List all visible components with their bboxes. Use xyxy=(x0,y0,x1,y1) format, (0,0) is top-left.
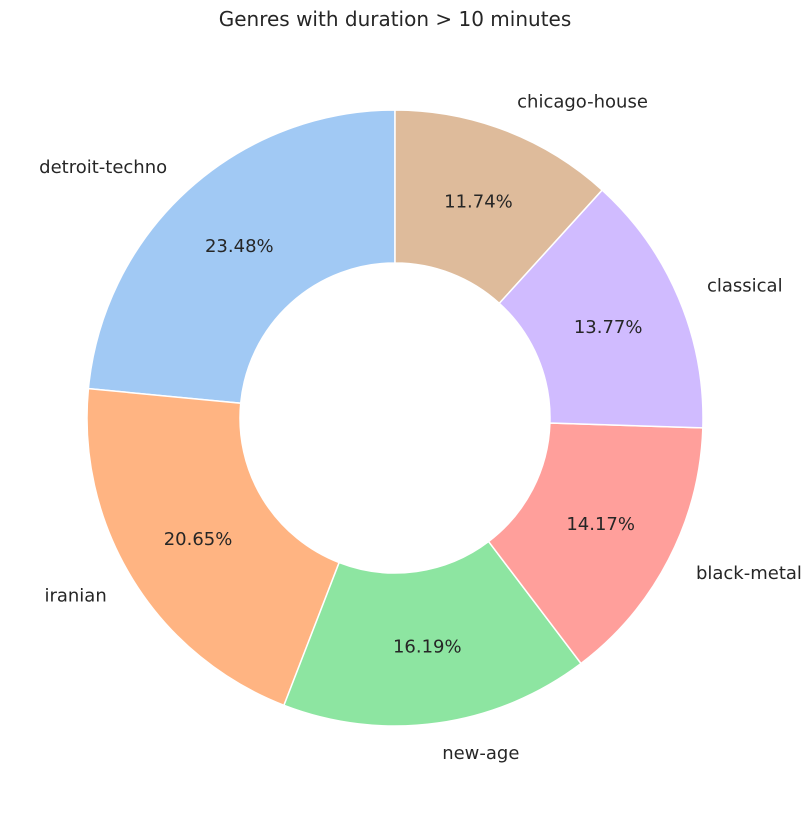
slices-group xyxy=(86,109,704,727)
category-labels-group: detroit-techno iranian new-age black-metal c… xyxy=(39,91,802,764)
category-label-iranian: iranian xyxy=(44,586,106,607)
percent-label-iranian: 20.65% xyxy=(164,529,233,550)
percent-label-new-age: 16.19% xyxy=(393,637,462,658)
category-label-chicago-house: chicago-house xyxy=(517,91,648,112)
slice-chicago-house xyxy=(394,109,604,305)
slice-new-age xyxy=(282,540,583,727)
percent-label-classical: 13.77% xyxy=(574,317,643,338)
slice-black-metal xyxy=(487,422,704,665)
percent-label-chicago-house: 11.74% xyxy=(444,192,513,213)
percent-labels-group: 23.48% 20.65% 16.19% 14.17% 13.77% 11.74% xyxy=(164,192,643,658)
category-label-classical: classical xyxy=(707,275,783,296)
percent-label-detroit-techno: 23.48% xyxy=(205,236,274,257)
category-label-detroit-techno: detroit-techno xyxy=(39,157,167,178)
slice-detroit-techno xyxy=(87,109,396,405)
chart-title: Genres with duration > 10 minutes xyxy=(219,7,572,31)
category-label-black-metal: black-metal xyxy=(696,563,802,584)
slice-classical xyxy=(498,189,704,429)
percent-label-black-metal: 14.17% xyxy=(566,514,635,535)
slice-iranian xyxy=(86,387,341,707)
category-label-new-age: new-age xyxy=(442,743,519,764)
